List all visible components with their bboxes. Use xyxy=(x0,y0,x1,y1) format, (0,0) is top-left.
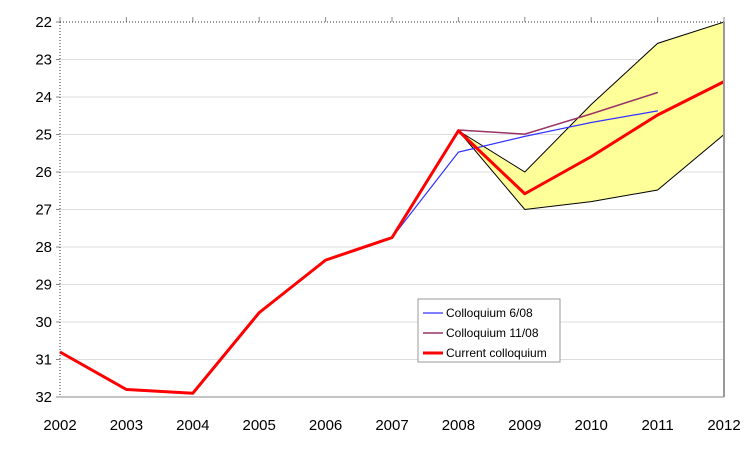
data-point xyxy=(125,389,127,390)
y-tick-label: 27 xyxy=(35,202,52,219)
x-tick-label: 2008 xyxy=(442,417,475,434)
x-tick-label: 2005 xyxy=(243,417,276,434)
y-tick-label: 29 xyxy=(35,277,52,294)
data-point xyxy=(590,156,592,158)
forecast-band xyxy=(458,21,725,211)
x-tick-label: 2011 xyxy=(641,417,673,434)
x-tick-label: 2006 xyxy=(309,417,342,434)
x-tick-label: 2009 xyxy=(508,417,541,434)
data-point xyxy=(524,193,526,195)
x-tick-label: 2002 xyxy=(43,417,76,434)
legend-label: Colloquium 11/08 xyxy=(446,326,539,340)
y-tick-labels: 22 23 24 25 26 27 28 29 30 31 32 xyxy=(35,14,52,406)
legend: Colloquium 6/08 Colloquium 11/08 Current c… xyxy=(417,298,561,363)
series-lines xyxy=(59,80,725,395)
data-point xyxy=(457,130,459,132)
y-tick-label: 32 xyxy=(35,389,52,406)
axes xyxy=(56,17,725,398)
y-tick-label: 26 xyxy=(35,164,52,181)
data-point xyxy=(258,312,260,314)
data-point xyxy=(457,151,459,153)
data-point xyxy=(325,259,327,261)
x-tick-label: 2010 xyxy=(575,417,608,434)
y-tick-label: 31 xyxy=(35,352,52,369)
data-point xyxy=(524,135,526,137)
y-tick-label: 22 xyxy=(35,14,52,31)
legend-label: Colloquium 6/08 xyxy=(446,306,533,320)
x-tick-label: 2007 xyxy=(375,417,408,434)
legend-label: Current colloquium xyxy=(446,346,547,360)
x-tick-label: 2012 xyxy=(707,417,740,434)
gridlines xyxy=(60,59,724,360)
y-tick-label: 25 xyxy=(35,127,52,144)
data-point xyxy=(590,113,592,115)
data-point xyxy=(192,392,194,394)
data-point xyxy=(590,122,592,123)
data-point xyxy=(657,110,659,112)
data-point xyxy=(657,92,659,93)
data-point xyxy=(524,133,526,135)
y-tick-label: 30 xyxy=(35,314,52,331)
data-point xyxy=(657,114,659,116)
x-tick-label: 2004 xyxy=(176,417,209,434)
x-tick-label: 2003 xyxy=(110,417,143,434)
x-tick-labels: 2002 2003 2004 2005 2006 2007 2008 2009 2010 2011… xyxy=(43,417,740,434)
y-tick-label: 24 xyxy=(35,89,52,106)
data-point xyxy=(391,237,393,239)
y-tick-label: 23 xyxy=(35,52,52,69)
forecast-band-area xyxy=(458,21,725,211)
y-tick-label: 28 xyxy=(35,239,52,256)
